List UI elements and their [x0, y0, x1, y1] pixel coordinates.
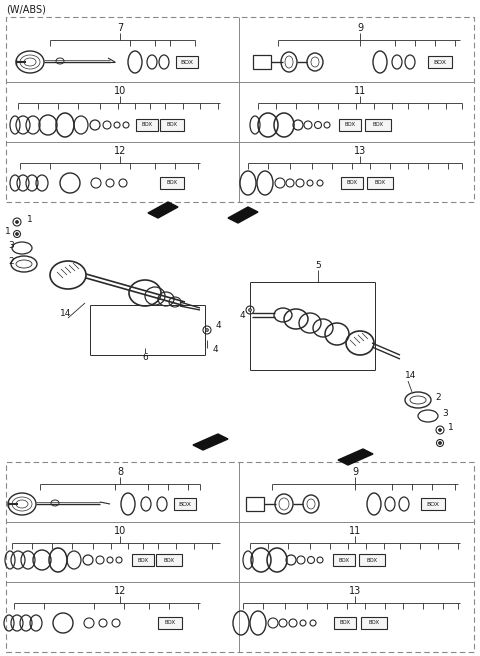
Text: BOX: BOX [366, 558, 378, 562]
Text: 7: 7 [117, 23, 123, 33]
Text: 12: 12 [114, 586, 126, 596]
Text: BOX: BOX [165, 621, 176, 626]
Text: 6: 6 [142, 354, 148, 363]
Bar [132, 554, 154, 566]
Text: 1: 1 [27, 216, 33, 224]
Text: BOX: BOX [338, 558, 349, 562]
Text: BOX: BOX [167, 123, 178, 127]
Polygon shape [193, 434, 228, 450]
Text: 9: 9 [352, 467, 358, 477]
Circle shape [15, 232, 19, 236]
Text: 14: 14 [405, 371, 416, 380]
Text: BOX: BOX [433, 60, 446, 64]
Bar [367, 177, 393, 189]
Bar [339, 119, 361, 131]
Text: 1: 1 [5, 226, 11, 236]
Bar [359, 554, 385, 566]
Text: 8: 8 [117, 467, 123, 477]
Polygon shape [148, 202, 178, 218]
Text: 9: 9 [357, 23, 363, 33]
Text: 1: 1 [448, 424, 454, 432]
Bar [6, 17, 474, 202]
Text: BOX: BOX [180, 60, 193, 64]
Bar [246, 497, 264, 511]
Text: BOX: BOX [427, 501, 440, 506]
Text: BOX: BOX [137, 558, 149, 562]
Text: BOX: BOX [142, 123, 153, 127]
Bar [365, 119, 391, 131]
Bar [253, 55, 271, 69]
Text: BOX: BOX [163, 558, 175, 562]
Text: 14: 14 [60, 308, 72, 318]
Text: BOX: BOX [345, 123, 356, 127]
Bar [341, 177, 363, 189]
Text: 12: 12 [114, 146, 126, 156]
Bar [174, 498, 196, 510]
Text: BOX: BOX [372, 123, 384, 127]
Bar [334, 617, 356, 629]
Bar [156, 554, 182, 566]
Bar [421, 498, 445, 510]
Text: 2: 2 [435, 394, 441, 403]
Bar [428, 56, 452, 68]
Circle shape [439, 441, 442, 445]
Text: BOX: BOX [347, 180, 358, 186]
Text: 4: 4 [213, 346, 218, 354]
Text: 5: 5 [315, 260, 321, 270]
Text: 10: 10 [114, 526, 126, 536]
Text: 11: 11 [354, 86, 366, 96]
Text: 2: 2 [8, 258, 13, 266]
Bar [136, 119, 158, 131]
Bar [333, 554, 355, 566]
Polygon shape [228, 207, 258, 223]
Text: BOX: BOX [374, 180, 385, 186]
Text: 11: 11 [349, 526, 361, 536]
Circle shape [249, 308, 252, 312]
Bar [160, 119, 184, 131]
Text: (W/ABS): (W/ABS) [6, 5, 46, 15]
Bar [160, 177, 184, 189]
Text: 10: 10 [114, 86, 126, 96]
Bar [176, 56, 198, 68]
Bar [361, 617, 387, 629]
Text: BOX: BOX [167, 180, 178, 186]
Circle shape [15, 220, 19, 224]
Text: 3: 3 [442, 409, 448, 419]
Text: BOX: BOX [369, 621, 380, 626]
Text: 4: 4 [216, 321, 222, 329]
Bar [6, 462, 474, 652]
Text: 3: 3 [8, 241, 14, 251]
Text: 4: 4 [240, 310, 246, 319]
Text: BOX: BOX [339, 621, 350, 626]
Polygon shape [338, 449, 373, 465]
Text: BOX: BOX [179, 501, 192, 506]
Circle shape [439, 428, 442, 432]
Circle shape [205, 329, 208, 331]
Text: 13: 13 [354, 146, 366, 156]
Text: 13: 13 [349, 586, 361, 596]
Bar [158, 617, 182, 629]
